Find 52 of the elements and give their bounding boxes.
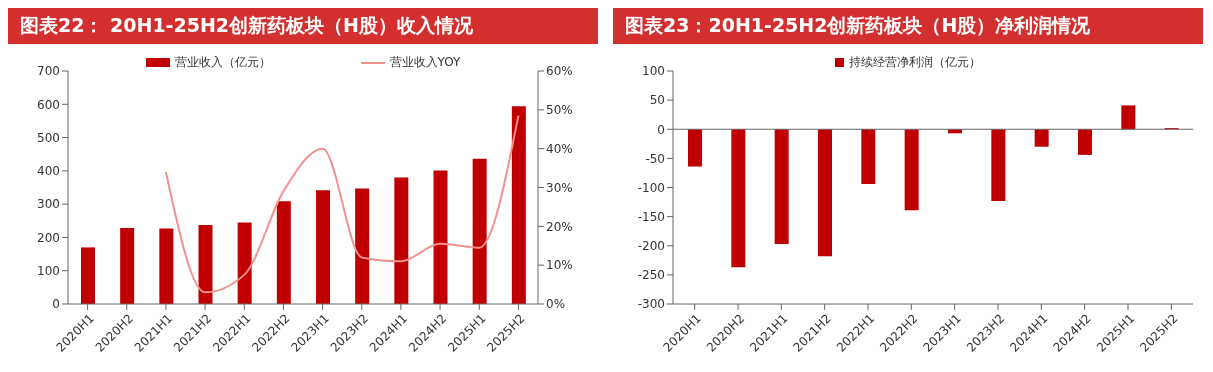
y-tick-label: 500 bbox=[37, 130, 60, 145]
y-tick-label: 400 bbox=[37, 164, 60, 179]
bar bbox=[276, 201, 291, 304]
bar bbox=[731, 129, 746, 268]
bar bbox=[511, 106, 526, 304]
legend-label: 营业收入（亿元） bbox=[173, 54, 271, 71]
bar bbox=[120, 228, 135, 304]
bar bbox=[818, 129, 832, 257]
bar bbox=[774, 129, 789, 244]
bar bbox=[1034, 129, 1049, 147]
bar bbox=[991, 129, 1006, 201]
y2-tick-label: 10% bbox=[546, 258, 573, 273]
bar bbox=[433, 170, 448, 304]
y-tick-label: 700 bbox=[37, 64, 60, 79]
y-tick-label: -250 bbox=[637, 268, 665, 283]
bar bbox=[237, 222, 252, 304]
bar bbox=[904, 129, 919, 211]
bar bbox=[81, 247, 95, 304]
bar bbox=[159, 228, 174, 304]
y2-tick-label: 0% bbox=[546, 297, 566, 312]
y-tick-label: 100 bbox=[37, 263, 60, 278]
y-tick-label: 300 bbox=[37, 197, 60, 212]
y-tick-label: 0 bbox=[657, 122, 665, 137]
y2-tick-label: 50% bbox=[546, 103, 573, 118]
bar bbox=[1078, 129, 1092, 155]
y-tick-label: 600 bbox=[37, 97, 60, 112]
y2-tick-label: 20% bbox=[546, 219, 573, 234]
legend-label: 持续经营净利润（亿元） bbox=[848, 54, 981, 71]
bar bbox=[316, 190, 330, 304]
bar bbox=[355, 188, 370, 304]
legend-label: 营业收入YOY bbox=[388, 54, 461, 71]
y-tick-label: 200 bbox=[37, 230, 60, 245]
bar bbox=[198, 225, 213, 304]
y-tick-label: -100 bbox=[637, 180, 665, 195]
y-tick-label: -300 bbox=[637, 297, 665, 312]
y-tick-label: 100 bbox=[642, 64, 665, 79]
y2-tick-label: 40% bbox=[546, 141, 573, 156]
y-tick-label: 0 bbox=[52, 297, 60, 312]
y2-tick-label: 30% bbox=[546, 180, 573, 195]
bar bbox=[861, 129, 876, 185]
y-tick-label: -50 bbox=[645, 151, 665, 166]
y-tick-label: 50 bbox=[649, 93, 665, 108]
bar bbox=[472, 158, 487, 304]
chart-title: 图表22： 20H1-25H2创新药板块（H股）收入情况 bbox=[8, 8, 598, 44]
bar bbox=[688, 129, 702, 167]
line-series bbox=[164, 114, 520, 294]
chart-title: 图表23：20H1-25H2创新药板块（H股）净利润情况 bbox=[613, 8, 1203, 44]
bar bbox=[394, 177, 409, 304]
y-tick-label: -200 bbox=[637, 239, 665, 254]
y2-tick-label: 60% bbox=[546, 64, 573, 79]
y-tick-label: -150 bbox=[637, 209, 665, 224]
bar bbox=[1121, 105, 1136, 130]
